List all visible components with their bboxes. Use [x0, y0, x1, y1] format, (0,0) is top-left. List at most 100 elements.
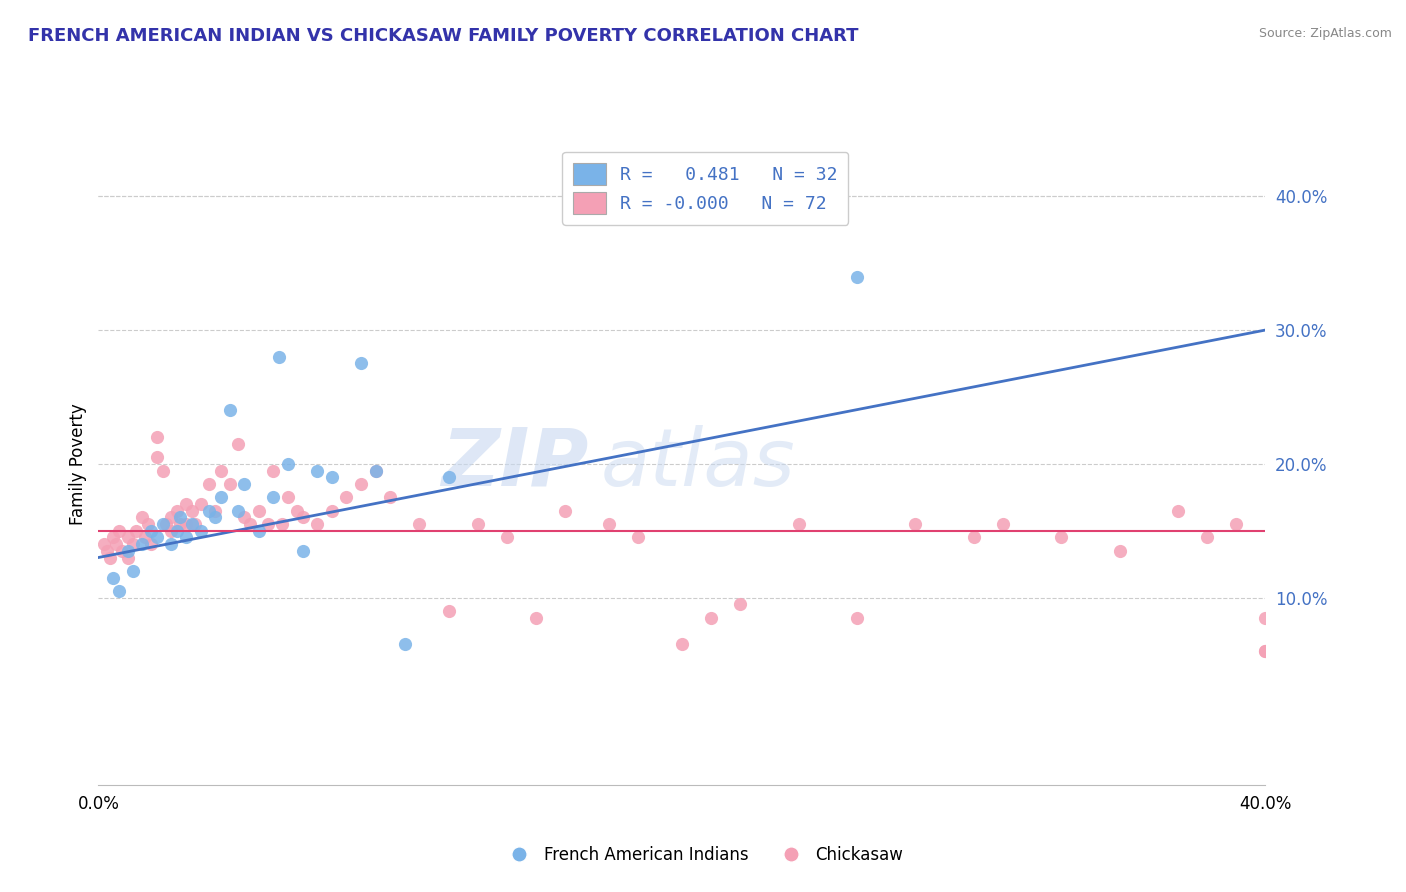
Point — [904, 516, 927, 531]
Point — [228, 503, 250, 517]
Point — [166, 503, 188, 517]
Point — [285, 503, 308, 517]
Point — [700, 610, 723, 624]
Point — [671, 637, 693, 651]
Point — [104, 537, 127, 551]
Point — [136, 516, 159, 531]
Point — [180, 503, 202, 517]
Text: ZIP: ZIP — [441, 425, 589, 503]
Point — [98, 550, 121, 565]
Point — [131, 510, 153, 524]
Legend: R =   0.481   N = 32, R = -0.000   N = 72: R = 0.481 N = 32, R = -0.000 N = 72 — [562, 152, 848, 225]
Point — [190, 524, 212, 538]
Point — [598, 516, 620, 531]
Point — [495, 530, 517, 544]
Point — [169, 510, 191, 524]
Point — [101, 571, 124, 585]
Point — [335, 490, 357, 504]
Point — [233, 476, 256, 491]
Legend: French American Indians, Chickasaw: French American Indians, Chickasaw — [496, 839, 910, 871]
Point — [321, 503, 343, 517]
Point — [122, 537, 145, 551]
Point — [787, 516, 810, 531]
Y-axis label: Family Poverty: Family Poverty — [69, 403, 87, 524]
Text: atlas: atlas — [600, 425, 794, 503]
Point — [209, 464, 232, 478]
Point — [350, 476, 373, 491]
Point — [117, 550, 139, 565]
Point — [1195, 530, 1218, 544]
Point — [247, 503, 270, 517]
Point — [131, 537, 153, 551]
Point — [554, 503, 576, 517]
Point — [146, 530, 169, 544]
Point — [111, 543, 134, 558]
Point — [350, 356, 373, 370]
Point — [1254, 644, 1277, 658]
Point — [1167, 503, 1189, 517]
Point — [962, 530, 984, 544]
Point — [364, 464, 387, 478]
Point — [209, 490, 232, 504]
Point — [845, 610, 868, 624]
Point — [394, 637, 416, 651]
Point — [256, 516, 278, 531]
Point — [1108, 543, 1130, 558]
Point — [239, 516, 262, 531]
Point — [125, 524, 148, 538]
Point — [247, 524, 270, 538]
Point — [152, 464, 174, 478]
Point — [204, 503, 226, 517]
Point — [198, 476, 221, 491]
Point — [1254, 644, 1277, 658]
Point — [122, 564, 145, 578]
Point — [228, 436, 250, 450]
Point — [117, 543, 139, 558]
Point — [291, 543, 314, 558]
Point — [467, 516, 489, 531]
Point — [108, 583, 131, 598]
Point — [269, 350, 291, 364]
Point — [139, 537, 162, 551]
Point — [117, 530, 139, 544]
Point — [437, 604, 460, 618]
Point — [155, 516, 177, 531]
Point — [160, 537, 183, 551]
Point — [991, 516, 1014, 531]
Point — [134, 530, 156, 544]
Point — [408, 516, 430, 531]
Point — [96, 543, 118, 558]
Point — [378, 490, 402, 504]
Point — [307, 464, 329, 478]
Point — [271, 516, 294, 531]
Point — [262, 490, 284, 504]
Point — [845, 269, 868, 284]
Point — [218, 476, 240, 491]
Point — [174, 497, 197, 511]
Point — [146, 450, 169, 464]
Point — [160, 524, 183, 538]
Point — [321, 470, 343, 484]
Point — [1254, 610, 1277, 624]
Point — [160, 510, 183, 524]
Point — [277, 457, 299, 471]
Point — [204, 510, 226, 524]
Point — [108, 524, 131, 538]
Point — [190, 497, 212, 511]
Point — [169, 516, 191, 531]
Point — [198, 503, 221, 517]
Point — [627, 530, 650, 544]
Point — [262, 464, 284, 478]
Point — [307, 516, 329, 531]
Point — [1225, 516, 1247, 531]
Point — [291, 510, 314, 524]
Point — [174, 516, 197, 531]
Text: FRENCH AMERICAN INDIAN VS CHICKASAW FAMILY POVERTY CORRELATION CHART: FRENCH AMERICAN INDIAN VS CHICKASAW FAMI… — [28, 27, 859, 45]
Point — [139, 524, 162, 538]
Text: Source: ZipAtlas.com: Source: ZipAtlas.com — [1258, 27, 1392, 40]
Point — [183, 516, 205, 531]
Point — [93, 537, 115, 551]
Point — [101, 530, 124, 544]
Point — [166, 524, 188, 538]
Point — [218, 403, 240, 417]
